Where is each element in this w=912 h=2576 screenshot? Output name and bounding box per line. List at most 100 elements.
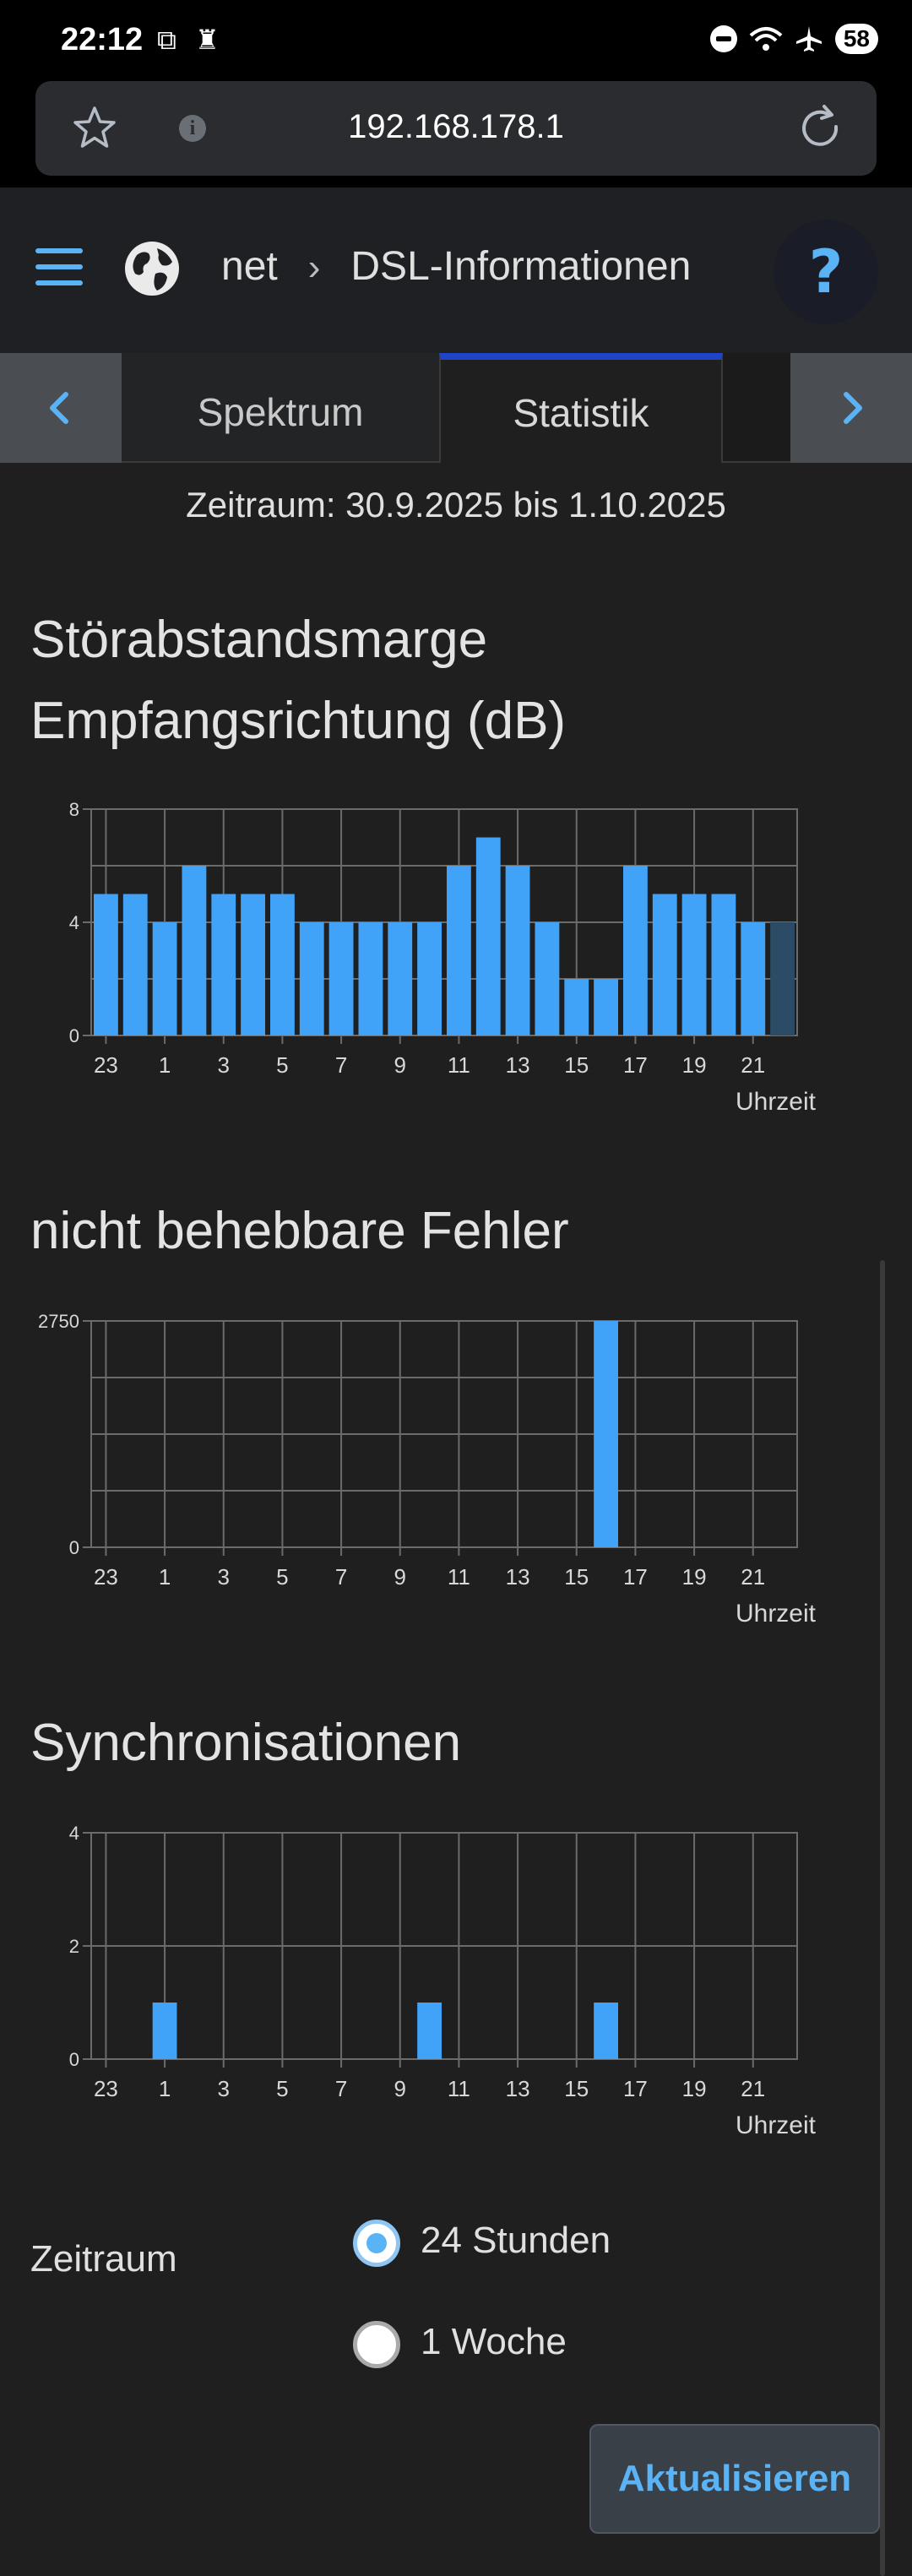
help-button[interactable]: ? [774,220,878,324]
x-axis-label: Uhrzeit [735,1088,816,1116]
x-tick-label: 21 [741,1052,765,1078]
bar [299,922,324,1035]
bar [417,922,442,1035]
x-tick-label: 5 [276,1052,288,1078]
reload-icon[interactable] [794,101,848,155]
plot-frame [90,1320,798,1548]
x-tick-label: 23 [94,1052,118,1078]
tab-bar: Spektrum Statistik Sy [0,353,912,463]
bookmark-star-icon[interactable] [69,103,120,154]
bar [770,922,795,1035]
x-tick-label: 17 [623,1564,648,1590]
x-tick-label: 3 [218,1564,230,1590]
radio-24-hours-label[interactable]: 24 Stunden [421,2220,611,2261]
x-tick-label: 19 [682,2076,707,2101]
x-tick-label: 1 [159,1564,171,1590]
bar [241,894,265,1035]
bar [741,922,766,1035]
x-tick-label: 11 [448,2076,470,2101]
x-tick-label: 5 [276,2076,288,2101]
section-title-sync: Synchronisationen [30,1703,461,1784]
x-tick-label: 11 [448,1564,470,1590]
x-tick-label: 13 [506,2076,530,2101]
scrollbar[interactable] [880,1260,885,2576]
radio-24-hours[interactable] [353,2220,400,2267]
bar [681,894,707,1035]
period-label: Zeitraum [30,2238,177,2280]
tab-statistik[interactable]: Statistik [439,353,723,463]
title-line: Synchronisationen [30,1714,462,1772]
bar [652,894,677,1035]
x-tick-label: 15 [564,1052,589,1078]
do-not-disturb-icon [709,25,737,52]
x-tick-label: 7 [335,1564,347,1590]
bar [505,866,530,1035]
globe-icon [125,242,179,296]
refresh-button[interactable]: Aktualisieren [589,2424,880,2534]
bar [564,979,589,1035]
breadcrumb-item[interactable]: net [221,244,278,289]
y-tick-label: 0 [69,1025,79,1046]
status-bar: 22:12 ⧉ ♜ 58 [0,0,912,78]
bar [447,866,471,1035]
y-tick-label: 2 [69,1936,79,1957]
bar [152,2003,177,2059]
y-tick-label: 4 [69,912,79,933]
bar [475,837,501,1035]
bar [270,894,295,1035]
chevron-right-icon: › [307,247,321,288]
x-tick-label: 23 [94,1564,118,1590]
x-tick-label: 1 [159,1052,171,1078]
bar [182,866,207,1035]
y-tick-label: 0 [69,1537,79,1558]
x-tick-label: 3 [218,2076,230,2101]
wifi-icon [749,27,783,51]
system-icons: 58 [709,22,878,56]
y-tick-label: 0 [69,2049,79,2070]
x-axis-label: Uhrzeit [735,2111,816,2139]
title-line: nicht behebbare Fehler [30,1202,569,1260]
tab-scroll-left-button[interactable] [0,353,122,463]
notification-icons: ⧉ ♜ [157,24,225,56]
app-header: net › DSL-Informationen ? [0,187,912,353]
bar [122,894,148,1035]
x-tick-label: 13 [506,1564,530,1590]
browser-toolbar: i 192.168.178.1 [0,78,912,187]
x-tick-label: 9 [394,2076,406,2101]
breadcrumb: net › DSL-Informationen [198,243,691,290]
bar [328,922,354,1035]
x-tick-label: 5 [276,1564,288,1590]
bar [358,922,383,1035]
x-tick-label: 13 [506,1052,530,1078]
site-info-icon[interactable]: i [179,115,206,142]
hamburger-menu-icon[interactable] [35,248,83,285]
radio-1-week[interactable] [353,2321,400,2368]
airplane-icon [795,26,822,52]
bar [417,2003,442,2059]
chart-snr-margin: 0 4 8 23 1 3 5 7 9 11 13 15 17 19 21 Uhrzeit [30,796,816,1116]
bar [535,922,560,1035]
title-line: Störabstandsmarge [30,611,488,669]
bar [594,979,618,1035]
radio-1-week-label[interactable]: 1 Woche [421,2321,567,2362]
bar [711,894,736,1035]
title-line: Empfangsrichtung (dB) [30,692,567,750]
bar [388,922,413,1035]
tab-spektrum[interactable]: Spektrum [122,353,439,463]
battery-indicator: 58 [834,24,878,54]
bar [152,922,177,1035]
x-tick-label: 15 [564,1564,589,1590]
url-text[interactable]: 192.168.178.1 [348,108,564,145]
x-axis-label: Uhrzeit [735,1600,816,1628]
breadcrumb-current: DSL-Informationen [350,244,692,289]
x-tick-label: 3 [218,1052,230,1078]
address-bar[interactable]: i 192.168.178.1 [35,81,877,176]
period-text: Zeitraum: 30.9.2025 bis 1.10.2025 [186,485,726,524]
chart-synchronizations: 0 2 4 23 1 3 5 7 9 11 13 15 17 19 21 Uhrzeit [30,1819,816,2139]
chevron-left-icon [50,392,68,424]
x-tick-label: 15 [564,2076,589,2101]
tab-scroll-right-button[interactable] [790,353,912,463]
x-tick-label: 21 [741,2076,765,2101]
